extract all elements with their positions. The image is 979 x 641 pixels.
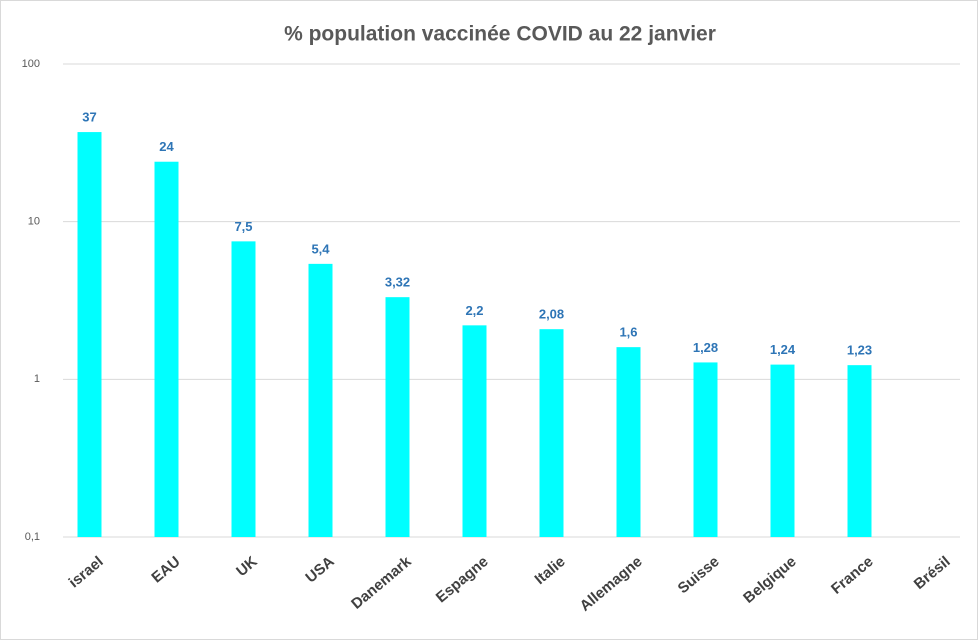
data-label: 1,23 — [847, 343, 872, 358]
chart-title: % population vaccinée COVID au 22 janvie… — [284, 23, 716, 46]
bar — [847, 365, 872, 537]
bar — [770, 364, 795, 537]
bar — [693, 362, 718, 537]
y-tick-label: 0,1 — [25, 531, 40, 543]
data-label: 24 — [159, 139, 174, 154]
bar — [539, 329, 564, 537]
bar — [231, 241, 256, 537]
data-label: 1,24 — [770, 342, 796, 357]
bar — [308, 263, 333, 537]
bar — [616, 347, 641, 537]
bar — [77, 132, 102, 537]
y-tick-label: 10 — [28, 216, 40, 228]
data-label: 1,28 — [693, 340, 718, 355]
y-tick-label: 1 — [34, 373, 40, 385]
data-label: 2,2 — [465, 303, 483, 318]
data-label: 2,08 — [539, 307, 564, 322]
data-label: 37 — [82, 110, 96, 125]
data-label: 5,4 — [311, 241, 330, 256]
data-label: 3,32 — [385, 275, 410, 290]
bar — [462, 325, 487, 537]
data-label: 7,5 — [234, 219, 252, 234]
bar — [385, 297, 410, 537]
bar — [154, 161, 179, 537]
data-label: 1,6 — [619, 325, 637, 340]
y-tick-label: 100 — [22, 58, 40, 70]
